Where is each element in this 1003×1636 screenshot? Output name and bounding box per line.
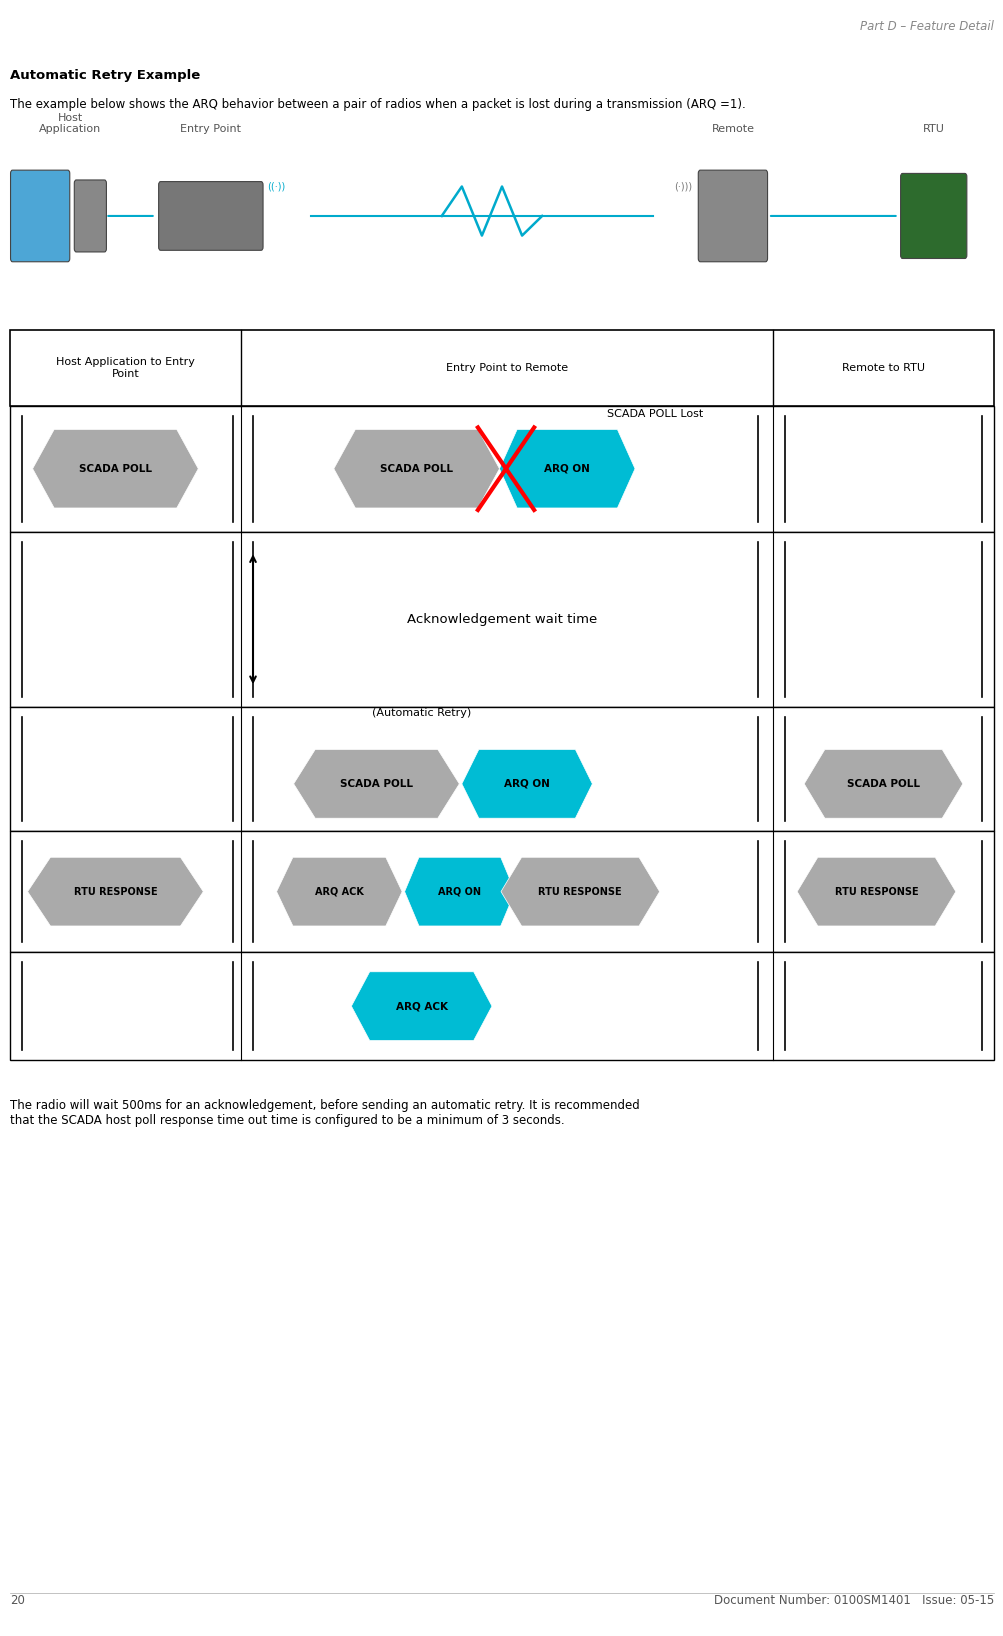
Polygon shape <box>498 429 634 507</box>
FancyBboxPatch shape <box>900 173 966 258</box>
Bar <box>10 831 993 952</box>
Text: SCADA POLL Lost: SCADA POLL Lost <box>607 409 703 419</box>
Bar <box>10 952 993 1060</box>
Text: ARQ ON: ARQ ON <box>544 463 590 474</box>
Polygon shape <box>796 857 955 926</box>
Text: Remote to RTU: Remote to RTU <box>842 363 924 373</box>
Text: ((·)): ((·)) <box>267 182 285 191</box>
Text: 20: 20 <box>10 1593 25 1607</box>
Text: Remote: Remote <box>711 124 753 134</box>
Bar <box>10 330 993 406</box>
Text: ARQ ON: ARQ ON <box>504 779 550 789</box>
FancyBboxPatch shape <box>158 182 263 250</box>
Text: ARQ ACK: ARQ ACK <box>395 1001 447 1011</box>
Text: Host
Application: Host Application <box>39 113 101 134</box>
Text: RTU RESPONSE: RTU RESPONSE <box>833 887 918 897</box>
Text: Acknowledgement wait time: Acknowledgement wait time <box>406 614 597 625</box>
FancyBboxPatch shape <box>698 170 766 262</box>
FancyBboxPatch shape <box>74 180 106 252</box>
Bar <box>10 707 993 831</box>
Polygon shape <box>28 857 203 926</box>
Bar <box>10 406 993 532</box>
Text: Host Application to Entry
Point: Host Application to Entry Point <box>56 357 195 380</box>
Text: (Automatic Retry): (Automatic Retry) <box>372 708 470 718</box>
Text: RTU RESPONSE: RTU RESPONSE <box>73 887 157 897</box>
Text: SCADA POLL: SCADA POLL <box>340 779 412 789</box>
Text: RTU RESPONSE: RTU RESPONSE <box>538 887 622 897</box>
Text: ARQ ACK: ARQ ACK <box>315 887 363 897</box>
FancyBboxPatch shape <box>10 170 69 262</box>
Polygon shape <box>333 429 499 507</box>
Text: SCADA POLL: SCADA POLL <box>847 779 919 789</box>
Polygon shape <box>351 972 491 1040</box>
Text: Automatic Retry Example: Automatic Retry Example <box>10 69 200 82</box>
Text: The radio will wait 500ms for an acknowledgement, before sending an automatic re: The radio will wait 500ms for an acknowl… <box>10 1099 639 1127</box>
Text: Entry Point: Entry Point <box>181 124 241 134</box>
Polygon shape <box>461 749 592 818</box>
Text: SCADA POLL: SCADA POLL <box>380 463 452 474</box>
Polygon shape <box>293 749 459 818</box>
Polygon shape <box>404 857 515 926</box>
Text: Entry Point to Remote: Entry Point to Remote <box>445 363 568 373</box>
Text: Document Number: 0100SM1401   Issue: 05-15: Document Number: 0100SM1401 Issue: 05-15 <box>713 1593 993 1607</box>
Text: Part D – Feature Detail: Part D – Feature Detail <box>860 20 993 33</box>
Text: (·))): (·))) <box>673 182 691 191</box>
Bar <box>10 532 993 707</box>
Text: SCADA POLL: SCADA POLL <box>79 463 151 474</box>
Polygon shape <box>32 429 199 507</box>
Polygon shape <box>500 857 659 926</box>
Polygon shape <box>803 749 962 818</box>
Text: The example below shows the ARQ behavior between a pair of radios when a packet : The example below shows the ARQ behavior… <box>10 98 745 111</box>
Text: RTU: RTU <box>922 124 944 134</box>
Polygon shape <box>277 857 401 926</box>
Text: ARQ ON: ARQ ON <box>438 887 480 897</box>
